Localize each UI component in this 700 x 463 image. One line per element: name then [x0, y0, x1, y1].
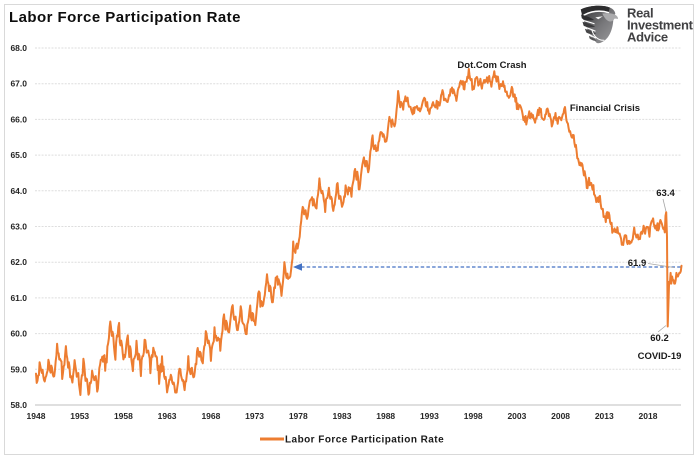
- svg-text:Advice: Advice: [627, 30, 668, 45]
- svg-text:2003: 2003: [507, 411, 526, 421]
- svg-text:Labor Force Participation Rate: Labor Force Participation Rate: [285, 435, 444, 446]
- svg-text:63.0: 63.0: [10, 222, 27, 232]
- svg-text:2013: 2013: [595, 411, 614, 421]
- svg-text:Dot.Com Crash: Dot.Com Crash: [457, 60, 526, 71]
- svg-text:61.9: 61.9: [628, 258, 647, 269]
- svg-text:Investment: Investment: [627, 18, 694, 33]
- svg-text:1948: 1948: [27, 411, 46, 421]
- svg-text:66.0: 66.0: [10, 114, 27, 124]
- svg-text:59.0: 59.0: [10, 364, 27, 374]
- svg-text:1973: 1973: [245, 411, 264, 421]
- svg-text:COVID-19: COVID-19: [638, 351, 682, 362]
- svg-text:1968: 1968: [201, 411, 220, 421]
- svg-text:2018: 2018: [639, 411, 658, 421]
- svg-text:1978: 1978: [289, 411, 308, 421]
- svg-text:67.0: 67.0: [10, 79, 27, 89]
- svg-text:Labor Force Participation Rate: Labor Force Participation Rate: [9, 9, 241, 26]
- svg-text:60.0: 60.0: [10, 329, 27, 339]
- svg-text:1988: 1988: [376, 411, 395, 421]
- svg-text:60.2: 60.2: [650, 333, 669, 344]
- svg-text:1983: 1983: [333, 411, 352, 421]
- svg-text:65.0: 65.0: [10, 150, 27, 160]
- svg-text:Real: Real: [627, 6, 653, 21]
- svg-text:Financial Crisis: Financial Crisis: [570, 103, 640, 114]
- svg-text:61.0: 61.0: [10, 293, 27, 303]
- svg-text:1958: 1958: [114, 411, 133, 421]
- svg-text:2008: 2008: [551, 411, 570, 421]
- svg-text:1993: 1993: [420, 411, 439, 421]
- svg-text:63.4: 63.4: [656, 188, 675, 199]
- svg-text:1963: 1963: [158, 411, 177, 421]
- svg-text:58.0: 58.0: [10, 400, 27, 410]
- svg-text:1953: 1953: [70, 411, 89, 421]
- svg-text:68.0: 68.0: [10, 43, 27, 53]
- svg-text:1998: 1998: [464, 411, 483, 421]
- svg-text:64.0: 64.0: [10, 186, 27, 196]
- svg-text:62.0: 62.0: [10, 257, 27, 267]
